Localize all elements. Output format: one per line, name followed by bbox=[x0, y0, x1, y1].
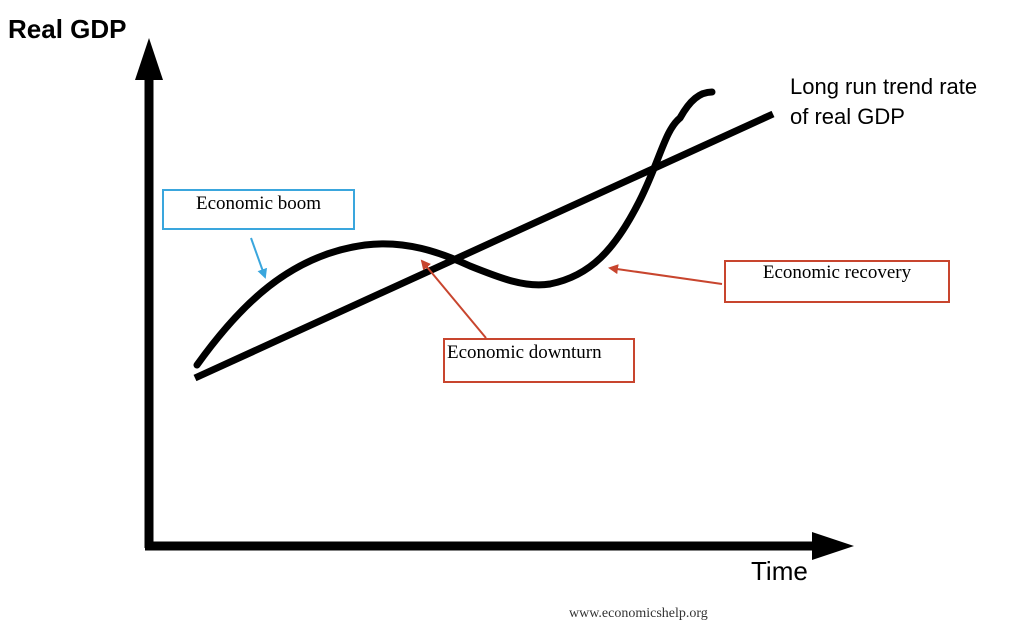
x-axis-label: Time bbox=[751, 556, 808, 586]
downturn-callout-text: Economic downturn bbox=[447, 342, 602, 363]
trend-line bbox=[193, 110, 775, 382]
y-axis-arrowhead bbox=[135, 38, 163, 80]
recovery-arrow bbox=[608, 264, 723, 285]
trend-label-line1: Long run trend rate bbox=[790, 74, 978, 99]
boom-arrow bbox=[250, 237, 268, 279]
y-axis-label: Real GDP bbox=[8, 14, 127, 44]
downturn-arrow bbox=[420, 259, 487, 339]
x-axis-arrowhead bbox=[812, 532, 854, 560]
boom-callout-text: Economic boom bbox=[195, 193, 322, 214]
recovery-callout: Economic recovery bbox=[724, 260, 950, 303]
trend-line-label: Long run trend rate of real GDP bbox=[790, 72, 1015, 132]
recovery-callout-text: Economic recovery bbox=[762, 262, 912, 283]
boom-callout: Economic boom bbox=[162, 189, 355, 230]
downturn-callout: Economic downturn bbox=[443, 338, 635, 383]
business-cycle-curve bbox=[193, 88, 716, 369]
source-credit: www.economicshelp.org bbox=[569, 606, 708, 621]
trend-label-line2: of real GDP bbox=[790, 104, 905, 129]
